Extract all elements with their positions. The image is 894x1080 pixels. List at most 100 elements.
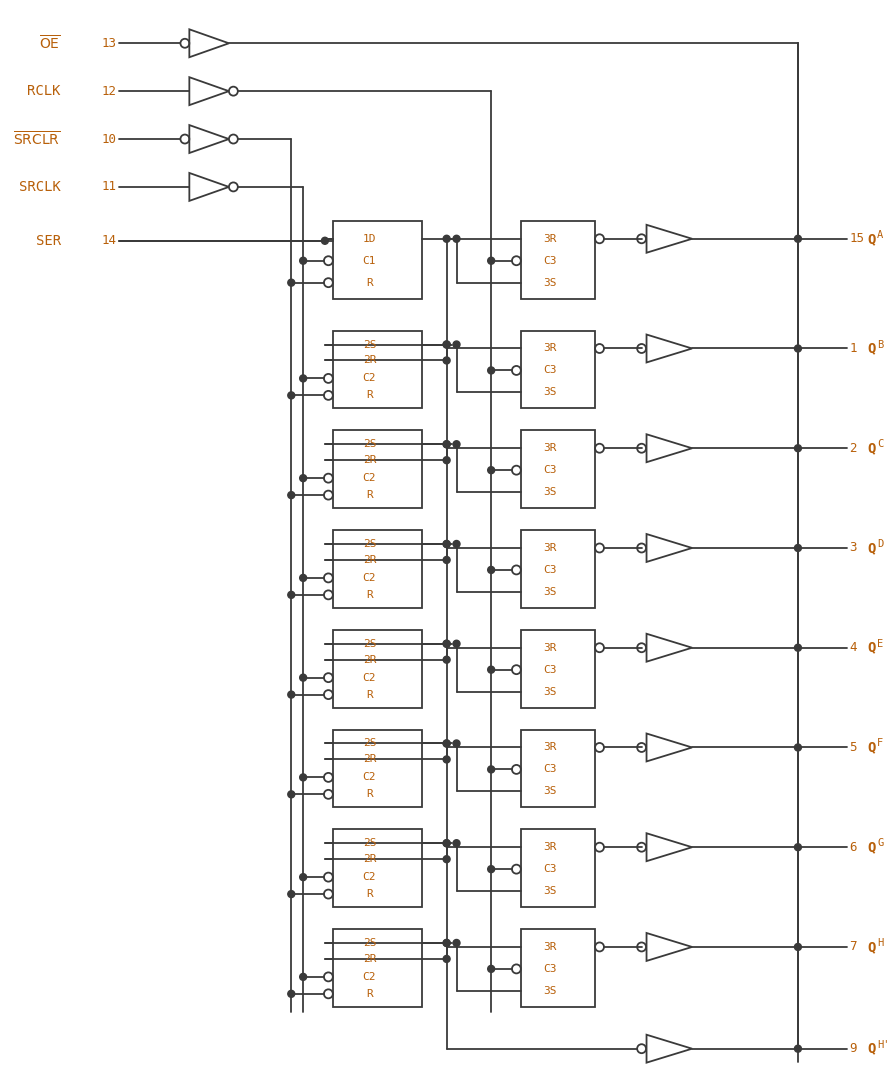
Text: 3S: 3S	[543, 986, 556, 996]
Text: 2S: 2S	[363, 739, 376, 748]
Circle shape	[443, 540, 450, 548]
Text: 11: 11	[101, 180, 116, 193]
Bar	[333, 530, 422, 608]
Circle shape	[488, 766, 494, 773]
Text: 2S: 2S	[363, 838, 376, 848]
Circle shape	[488, 966, 494, 972]
Text: C3: C3	[543, 465, 556, 475]
Text: C3: C3	[543, 664, 556, 675]
Text: 5: 5	[849, 741, 856, 754]
Circle shape	[488, 866, 494, 873]
Text: 3R: 3R	[543, 443, 556, 454]
Circle shape	[488, 367, 494, 374]
Text: SRCLK: SRCLK	[19, 180, 61, 194]
Circle shape	[288, 279, 295, 286]
Text: C3: C3	[543, 864, 556, 874]
Text: C3: C3	[543, 765, 556, 774]
Text: 7: 7	[849, 941, 856, 954]
Text: 1D: 1D	[363, 233, 376, 244]
Text: 9: 9	[849, 1042, 856, 1055]
Bar	[521, 929, 595, 1007]
Text: $\overline{\mathrm{SRCLR}}$: $\overline{\mathrm{SRCLR}}$	[13, 130, 61, 148]
Circle shape	[288, 691, 295, 698]
Circle shape	[443, 840, 450, 847]
Text: 2S: 2S	[363, 539, 376, 549]
Text: C3: C3	[543, 565, 556, 575]
Text: RCLK: RCLK	[27, 84, 61, 98]
Text: 3R: 3R	[543, 942, 556, 951]
Text: 3S: 3S	[543, 786, 556, 796]
Circle shape	[443, 740, 450, 747]
Circle shape	[795, 445, 801, 451]
Text: F: F	[877, 739, 883, 748]
Text: 3R: 3R	[543, 842, 556, 852]
Bar	[521, 630, 595, 707]
Text: A: A	[877, 230, 883, 240]
Text: 3R: 3R	[543, 543, 556, 553]
Text: C2: C2	[363, 972, 376, 982]
Bar	[521, 729, 595, 808]
Circle shape	[795, 645, 801, 651]
Circle shape	[488, 666, 494, 673]
Text: 3S: 3S	[543, 687, 556, 697]
Text: SER: SER	[36, 233, 61, 247]
Circle shape	[299, 973, 307, 981]
Circle shape	[288, 891, 295, 897]
Text: 3R: 3R	[543, 343, 556, 353]
Text: C2: C2	[363, 673, 376, 683]
Text: 4: 4	[849, 642, 856, 654]
Circle shape	[443, 940, 450, 946]
Text: 2R: 2R	[363, 355, 376, 365]
Circle shape	[299, 774, 307, 781]
Text: R: R	[366, 989, 373, 999]
Circle shape	[795, 843, 801, 851]
Circle shape	[453, 341, 460, 348]
Circle shape	[453, 235, 460, 242]
Text: R: R	[366, 390, 373, 401]
Text: Q: Q	[867, 640, 875, 654]
Text: C3: C3	[543, 963, 556, 974]
Text: 15: 15	[849, 232, 864, 245]
Circle shape	[453, 940, 460, 946]
Text: Q: Q	[867, 741, 875, 755]
Bar	[521, 330, 595, 408]
Text: 2S: 2S	[363, 937, 376, 948]
Circle shape	[288, 592, 295, 598]
Circle shape	[795, 235, 801, 242]
Bar	[521, 220, 595, 299]
Circle shape	[443, 457, 450, 463]
Text: 2: 2	[849, 442, 856, 455]
Text: R: R	[366, 490, 373, 500]
Circle shape	[288, 990, 295, 997]
Circle shape	[488, 566, 494, 573]
Circle shape	[299, 257, 307, 265]
Text: 2R: 2R	[363, 755, 376, 765]
Circle shape	[443, 357, 450, 364]
Bar	[333, 330, 422, 408]
Text: C2: C2	[363, 772, 376, 782]
Circle shape	[443, 740, 450, 747]
Circle shape	[443, 556, 450, 564]
Text: C2: C2	[363, 473, 376, 483]
Text: Q: Q	[867, 232, 875, 246]
Text: Q: Q	[867, 341, 875, 355]
Circle shape	[443, 657, 450, 663]
Text: 3S: 3S	[543, 886, 556, 896]
Circle shape	[322, 238, 328, 244]
Text: 2S: 2S	[363, 339, 376, 350]
Text: C: C	[877, 440, 883, 449]
Text: C3: C3	[543, 365, 556, 376]
Text: 2R: 2R	[363, 654, 376, 664]
Circle shape	[453, 740, 460, 747]
Text: D: D	[877, 539, 883, 549]
Text: 12: 12	[101, 84, 116, 97]
Text: 2R: 2R	[363, 954, 376, 964]
Text: Q: Q	[867, 1042, 875, 1055]
Circle shape	[443, 940, 450, 946]
Text: 13: 13	[101, 37, 116, 50]
Circle shape	[443, 855, 450, 863]
Circle shape	[443, 956, 450, 962]
Text: 3R: 3R	[543, 643, 556, 652]
Text: 3S: 3S	[543, 487, 556, 497]
Bar	[521, 430, 595, 508]
